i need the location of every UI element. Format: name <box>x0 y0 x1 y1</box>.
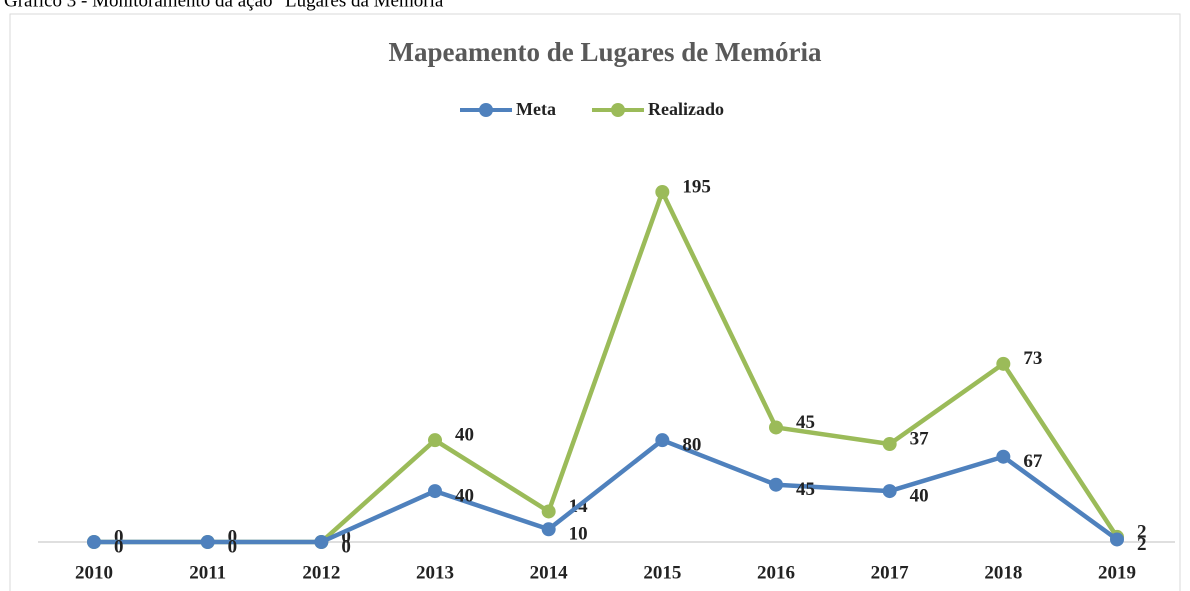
series-line <box>94 437 1119 545</box>
data-label: 0 <box>114 536 124 557</box>
data-point <box>541 522 556 537</box>
data-label: 40 <box>910 485 929 506</box>
data-point <box>769 420 783 435</box>
data-label: 80 <box>682 435 701 456</box>
data-point <box>1110 532 1124 547</box>
legend-marker <box>479 103 493 117</box>
x-tick-label: 2013 <box>416 562 454 583</box>
x-tick-label: 2015 <box>643 562 681 583</box>
x-tick-label: 2017 <box>871 562 910 583</box>
x-tick-label: 2011 <box>189 562 226 583</box>
x-tick-label: 2018 <box>984 562 1022 583</box>
data-point <box>882 484 897 499</box>
caption: Gráfico 3 - Monitoramento da ação "Lugar… <box>4 0 451 11</box>
data-label: 0 <box>114 526 124 547</box>
data-label: 0 <box>341 526 351 547</box>
x-tick-label: 2010 <box>75 562 113 583</box>
data-label: 0 <box>341 536 351 557</box>
data-point <box>200 535 215 549</box>
data-label: 2 <box>1137 521 1147 542</box>
data-point <box>428 433 442 448</box>
data-label: 0 <box>228 536 238 557</box>
x-tick-label: 2012 <box>302 562 340 583</box>
legend-marker <box>610 103 625 117</box>
data-point <box>87 535 101 549</box>
data-point <box>428 484 442 499</box>
data-label: 45 <box>796 479 815 500</box>
data-label: 2 <box>1137 534 1147 555</box>
data-point <box>655 433 670 448</box>
data-point <box>314 535 329 549</box>
data-label: 67 <box>1023 451 1042 472</box>
data-label: 73 <box>1023 348 1042 369</box>
legend-label: Realizado <box>648 99 724 119</box>
data-label: 0 <box>228 526 238 547</box>
x-tick-label: 2016 <box>757 562 795 583</box>
data-label: 10 <box>569 524 588 545</box>
x-tick-label: 2019 <box>1098 562 1136 583</box>
data-point <box>996 356 1011 371</box>
data-point <box>996 449 1011 464</box>
x-tick-label: 2014 <box>530 562 569 583</box>
data-label: 40 <box>455 425 474 446</box>
data-point <box>769 477 783 492</box>
chart-frame <box>9 13 1181 591</box>
data-label: 37 <box>910 428 930 449</box>
legend-label: Meta <box>516 99 556 119</box>
data-label: 45 <box>796 412 815 433</box>
data-point <box>655 185 670 199</box>
data-point <box>541 504 556 519</box>
data-point <box>882 437 897 451</box>
chart-title: Mapeamento de Lugares de Memória <box>389 37 822 67</box>
data-label: 195 <box>682 176 711 197</box>
data-label: 40 <box>455 485 474 506</box>
